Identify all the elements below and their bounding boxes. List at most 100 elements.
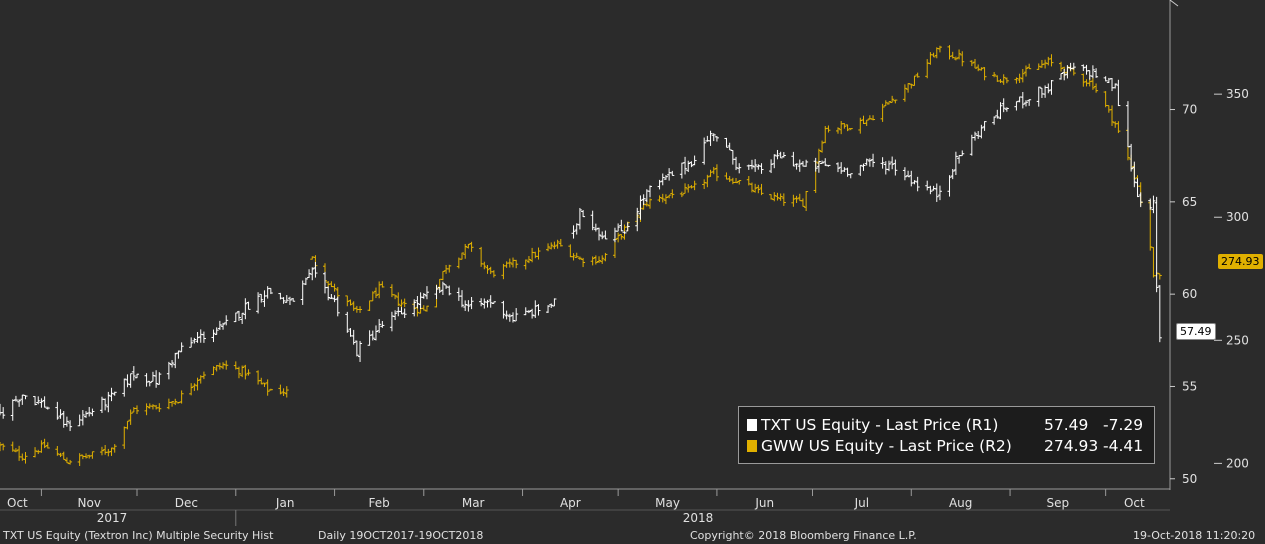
ohlc-bar [55, 446, 60, 456]
ohlc-bar [1001, 98, 1006, 113]
ohlc-bar [1017, 73, 1022, 84]
ohlc-bar [310, 267, 315, 281]
ohlc-bar [708, 130, 713, 146]
ohlc-bar [281, 297, 286, 304]
ohlc-bar [0, 441, 2, 452]
ohlc-bar [1110, 105, 1115, 126]
ohlc-bar [886, 160, 891, 172]
ohlc-bar [867, 158, 872, 167]
legend-row-gww: GWW US Equity - Last Price (R2) 274.93 -… [747, 437, 1143, 457]
ohlc-bar [711, 133, 716, 142]
ohlc-bar [730, 150, 735, 165]
ohlc-bar [960, 150, 965, 157]
gww-swatch [747, 440, 757, 452]
ohlc-bar [727, 175, 732, 182]
ohlc-bar [1103, 91, 1108, 108]
ohlc-bar [619, 234, 624, 240]
ohlc-bar [616, 223, 621, 232]
ohlc-bar [893, 159, 898, 176]
ohlc-bar [307, 269, 312, 278]
ohlc-bar [262, 382, 267, 387]
ohlc-bar [906, 170, 911, 178]
ohlc-bar [957, 49, 962, 60]
ohlc-bar [1, 407, 6, 419]
ohlc-bar [424, 286, 429, 300]
month-label: May [655, 496, 680, 510]
ohlc-bar [17, 445, 22, 461]
ohlc-bar [287, 296, 292, 305]
ohlc-bar [68, 420, 73, 432]
ohlc-bar [351, 301, 356, 311]
ohlc-bar [329, 294, 334, 300]
month-label: Oct [7, 496, 28, 510]
ohlc-bar [393, 294, 398, 300]
ohlc-bar [638, 195, 643, 220]
ohlc-bar [335, 296, 340, 317]
ohlc-bar [157, 372, 162, 385]
ohlc-bar [84, 453, 89, 459]
ohlc-bar [125, 420, 130, 430]
ohlc-bar [1039, 87, 1044, 99]
ohlc-bar [883, 100, 888, 107]
ohlc-bar [23, 394, 28, 400]
ohlc-bar [147, 380, 152, 387]
ohlc-bar [402, 298, 407, 308]
year-label: 2017 [97, 511, 128, 525]
ohlc-bar [345, 295, 350, 307]
month-label: Jan [275, 496, 295, 510]
ohlc-bar [890, 95, 895, 104]
ohlc-bar [1014, 77, 1019, 84]
ohlc-bar [1062, 68, 1067, 81]
ohlc-bar [1094, 83, 1099, 93]
ohlc-bar [1, 443, 6, 451]
r2-tick-label: 350 [1226, 87, 1249, 101]
ohlc-bar [240, 312, 245, 324]
ohlc-bar [1027, 99, 1032, 106]
ohlc-bar [702, 137, 707, 165]
ohlc-bar [778, 193, 783, 201]
ohlc-bar [84, 411, 89, 418]
ohlc-bar [64, 416, 69, 427]
ohlc-bar [619, 219, 624, 232]
ohlc-bar [549, 242, 554, 250]
gww-price-series [0, 45, 1162, 466]
ohlc-bar [380, 320, 385, 328]
ohlc-bar [1046, 83, 1051, 94]
ohlc-bar [358, 306, 363, 313]
ohlc-bar [440, 281, 445, 295]
ohlc-bar [256, 292, 261, 314]
ohlc-bar [612, 227, 617, 243]
ohlc-bar [469, 296, 474, 310]
month-label: Oct [1124, 496, 1145, 510]
ohlc-bar [396, 292, 401, 307]
ohlc-bar [39, 398, 44, 408]
ohlc-bar [1132, 161, 1137, 188]
ohlc-bar [533, 300, 538, 318]
r1-tick-label: 65 [1182, 195, 1197, 209]
ohlc-bar [13, 448, 18, 453]
ohlc-bar [660, 173, 665, 186]
legend-change-gww: -4.41 [1103, 437, 1144, 455]
ohlc-bar [912, 75, 917, 86]
ohlc-bar [23, 451, 28, 464]
ohlc-bar [973, 131, 978, 141]
ohlc-bar [937, 45, 942, 53]
ohlc-bar [402, 308, 407, 319]
ohlc-bar [1151, 195, 1156, 214]
ohlc-bar [80, 410, 85, 426]
ohlc-bar [460, 290, 465, 308]
chart-footer: TXT US Equity (Textron Inc) Multiple Sec… [0, 526, 1265, 544]
ohlc-bar [597, 227, 602, 241]
ohlc-bar [370, 291, 375, 302]
axis-arrow [1169, 0, 1179, 7]
ohlc-bar [99, 446, 104, 456]
ohlc-bar [61, 451, 66, 460]
ohlc-bar [683, 183, 688, 194]
ohlc-bar [737, 163, 742, 174]
ohlc-bar [845, 124, 850, 132]
ohlc-bar [240, 365, 245, 378]
ohlc-bar [772, 154, 777, 169]
ohlc-bar [692, 180, 697, 191]
ohlc-bar [354, 340, 359, 357]
